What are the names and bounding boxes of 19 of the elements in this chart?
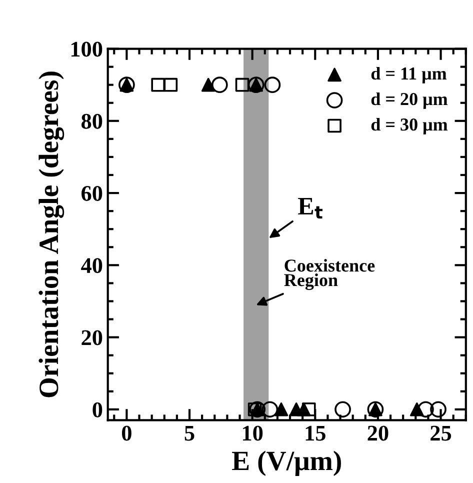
x-tick-label: 0 (122, 426, 132, 441)
band-label: Coexistence Region (284, 259, 375, 290)
y-tick-label: 60 (82, 186, 102, 201)
y-tick-label: 40 (81, 258, 102, 274)
y-tick-label: 100 (71, 42, 102, 57)
x-tick-label: 5 (184, 426, 194, 441)
x-tick-label: 10 (242, 426, 263, 441)
y-axis-title: Orientation Angle (degrees) (38, 72, 64, 398)
legend-label: d = 20 μm (371, 92, 448, 109)
annotation: E$_{t}$ (298, 198, 322, 218)
y-tick-label: 80 (82, 114, 102, 129)
x-tick-label: 20 (368, 426, 388, 441)
x-axis-title: E (V/μm) (232, 450, 341, 476)
y-tick-label: 20 (82, 330, 102, 346)
y-tick-label: 0 (92, 402, 102, 418)
legend-label: d = 11 μm (371, 66, 447, 84)
legend-label: d = 30 μm (371, 118, 448, 134)
x-tick-label: 25 (430, 426, 452, 441)
x-tick-label: 15 (306, 426, 326, 441)
